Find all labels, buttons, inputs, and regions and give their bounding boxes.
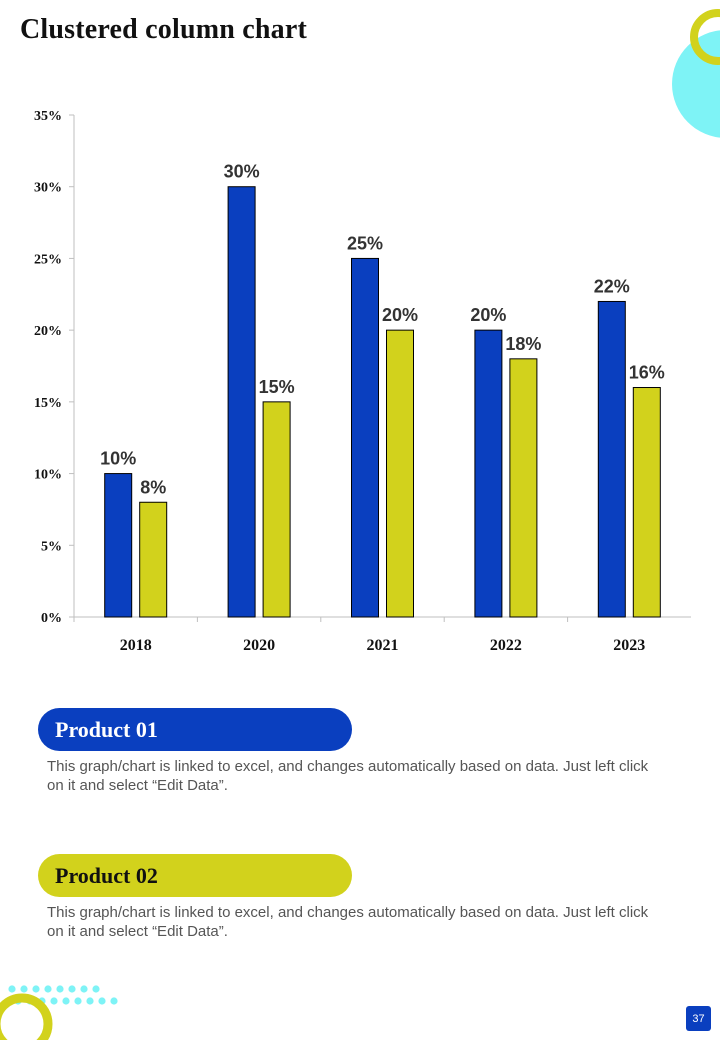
decor-dot [74,997,82,1005]
decor-dot [68,985,76,993]
y-tick-label: 5% [41,539,62,554]
decor-dot [62,997,70,1005]
product-02-label: Product 02 [55,862,158,888]
decor-dot [110,997,118,1005]
decor-dot [92,985,100,993]
decor-dot [32,985,40,993]
y-tick-label: 30% [34,181,62,196]
dot-pattern-shape [8,985,118,1005]
page-title: Clustered column chart [20,14,307,45]
bar-product-01-2021 [351,257,379,618]
data-label: 16% [629,363,665,383]
bar-product-02-2023 [632,387,661,618]
decor-dot [56,985,64,993]
product-02-pill: Product 02 [38,854,352,897]
yellow-ring-bottom-shape [0,993,53,1040]
product-01-label: Product 01 [55,716,158,742]
bar-product-01-2018 [104,473,133,618]
product-01-pill: Product 01 [38,708,352,751]
data-label: 22% [594,276,630,296]
data-label: 8% [140,477,166,497]
data-label: 25% [347,233,383,253]
decor-dot [44,985,52,993]
decor-dot [20,985,28,993]
y-tick-label: 25% [34,252,62,267]
data-label: 15% [259,377,295,397]
data-label: 10% [100,449,136,469]
y-tick-label: 20% [34,324,62,339]
bar-product-01-2020 [227,186,256,618]
bar-product-02-2020 [262,401,291,618]
bar-product-02-2021 [386,329,414,618]
x-tick-label: 2020 [243,637,275,654]
x-tick-label: 2018 [120,637,152,654]
bottom-left-decoration [0,985,118,1040]
x-tick-label: 2023 [613,637,645,654]
product-02-description: This graph/chart is linked to excel, and… [47,904,649,940]
clustered-column-chart: 0%5%10%15%20%25%30%35%10%8%201830%15%202… [34,109,691,654]
bar-product-01-2023 [597,300,626,618]
y-tick-label: 0% [41,611,62,626]
page-number-badge: 37 [686,1006,711,1031]
y-tick-label: 10% [34,468,62,483]
decor-dot [86,997,94,1005]
data-label: 18% [505,334,541,354]
product-01-description: This graph/chart is linked to excel, and… [47,758,649,794]
x-tick-label: 2022 [490,637,522,654]
decor-dot [80,985,88,993]
bar-product-02-2022 [509,358,538,618]
bar-product-02-2018 [139,501,168,618]
decor-dot [50,997,58,1005]
data-label: 20% [470,305,506,325]
bar-product-01-2022 [474,329,503,618]
yellow-ring-shape [690,9,720,65]
data-label: 20% [382,305,418,325]
data-label: 30% [224,162,260,182]
decor-dot [8,985,16,993]
x-tick-label: 2021 [367,637,399,654]
top-right-decoration [672,9,720,138]
y-tick-label: 15% [34,396,62,411]
y-tick-label: 35% [34,109,62,124]
decor-dot [98,997,106,1005]
